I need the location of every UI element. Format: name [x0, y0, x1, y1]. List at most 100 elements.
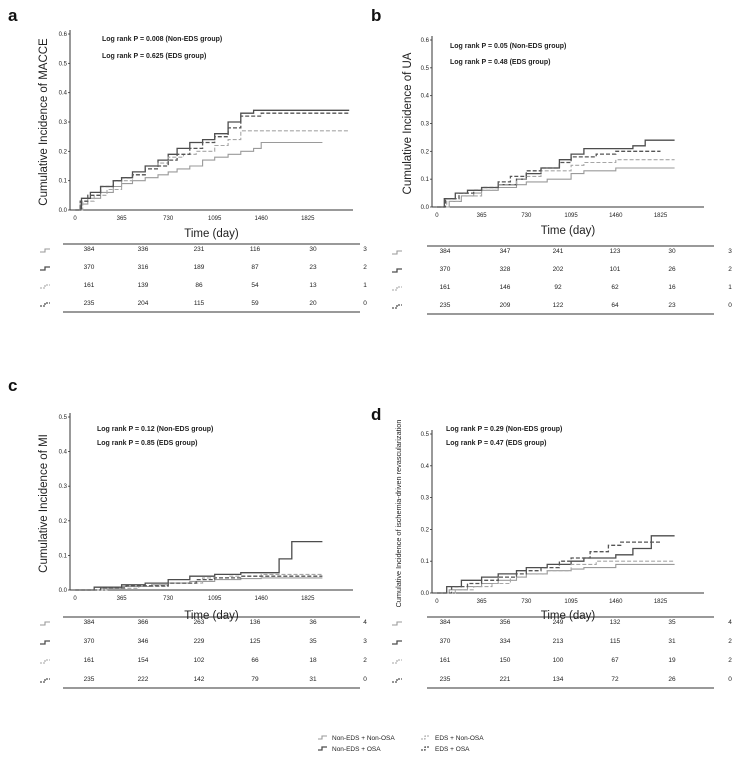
risk-table-cell: 30 — [309, 246, 317, 253]
risk-table-cell: 235 — [84, 676, 95, 683]
logrank-p-eds: Log rank P = 0.625 (EDS group) — [102, 53, 206, 60]
risk-table-cell: 2 — [728, 638, 732, 645]
risk-table-cell: 2 — [728, 657, 732, 664]
y-tick-label: 0.1 — [421, 559, 430, 565]
x-tick-label: 365 — [117, 596, 128, 602]
risk-table-cell: 366 — [138, 619, 149, 626]
risk-table-cell: 154 — [138, 657, 149, 664]
x-tick-label: 1460 — [255, 596, 269, 602]
logrank-p-eds: Log rank P = 0.85 (EDS group) — [97, 440, 197, 447]
risk-table-cell: 115 — [610, 638, 621, 645]
km-curve-solid-dark — [75, 540, 323, 591]
y-axis-label: Cumulative Incidence of MACCE — [38, 38, 50, 206]
y-tick-label: 0.3 — [421, 496, 430, 502]
risk-row-symbol — [392, 268, 402, 273]
risk-row-symbol — [392, 304, 402, 309]
y-tick-label: 0.6 — [421, 38, 430, 44]
risk-row-symbol — [392, 621, 402, 626]
risk-table-cell: 0 — [363, 676, 367, 683]
risk-table-cell: 384 — [84, 246, 95, 253]
panel-b — [392, 36, 714, 315]
risk-table-cell: 0 — [363, 300, 367, 307]
risk-table-cell: 356 — [500, 619, 511, 626]
panel-letter: a — [8, 6, 18, 25]
risk-table-cell: 161 — [440, 284, 451, 291]
risk-table-cell: 142 — [194, 676, 205, 683]
risk-table-cell: 18 — [309, 657, 317, 664]
risk-table-cell: 229 — [194, 638, 205, 645]
x-tick-label: 1825 — [301, 216, 315, 222]
y-tick-label: 0.5 — [421, 432, 430, 438]
risk-row-symbol — [392, 640, 402, 645]
y-tick-label: 0.3 — [59, 484, 68, 490]
risk-table-cell: 122 — [553, 302, 564, 309]
risk-table-cell: 20 — [309, 300, 317, 307]
logrank-p-eds: Log rank P = 0.48 (EDS group) — [450, 59, 550, 66]
risk-table-cell: 4 — [728, 619, 732, 626]
risk-table-cell: 125 — [250, 638, 261, 645]
risk-table-cell: 209 — [500, 302, 511, 309]
y-tick-label: 0.0 — [421, 591, 430, 597]
risk-table-cell: 328 — [500, 266, 511, 273]
logrank-p-non-eds: Log rank P = 0.12 (Non-EDS group) — [97, 426, 213, 433]
y-tick-label: 0.0 — [59, 588, 68, 594]
risk-table-cell: 36 — [309, 619, 317, 626]
risk-table-cell: 13 — [309, 282, 317, 289]
risk-table-cell: 23 — [668, 302, 676, 309]
x-tick-label: 0 — [73, 216, 77, 222]
risk-table-cell: 1 — [363, 282, 367, 289]
risk-table-cell: 19 — [668, 657, 676, 664]
y-axis-label: Cumulative Incidence of UA — [402, 52, 414, 194]
risk-table-cell: 62 — [611, 284, 619, 291]
risk-table-cell: 101 — [610, 266, 621, 273]
risk-table-cell: 31 — [668, 638, 676, 645]
km-curve-dashed-dark — [436, 150, 661, 208]
risk-table-cell: 79 — [251, 676, 259, 683]
x-tick-label: 1095 — [208, 596, 222, 602]
x-tick-label: 1095 — [564, 213, 578, 219]
risk-table-cell: 26 — [668, 676, 676, 683]
y-tick-label: 0.5 — [421, 66, 430, 72]
risk-table-cell: 31 — [309, 676, 317, 683]
x-tick-label: 1460 — [609, 213, 623, 219]
km-curve-solid-light — [436, 167, 675, 208]
x-tick-label: 0 — [73, 596, 77, 602]
x-tick-label: 730 — [163, 216, 174, 222]
risk-table-cell: 54 — [251, 282, 259, 289]
risk-table-cell: 161 — [84, 657, 95, 664]
risk-table-cell: 2 — [363, 264, 367, 271]
risk-table-cell: 26 — [668, 266, 676, 273]
y-tick-label: 0.5 — [59, 61, 68, 67]
panel-letter: d — [371, 405, 381, 424]
km-curve-dashed-light — [436, 560, 675, 594]
risk-row-symbol — [40, 659, 50, 664]
legend-label: Non-EDS + Non-OSA — [332, 735, 395, 742]
risk-table-cell: 1 — [728, 284, 732, 291]
x-tick-label: 1460 — [609, 599, 623, 605]
legend-symbol-solid-light — [318, 735, 327, 740]
logrank-p-non-eds: Log rank P = 0.008 (Non-EDS group) — [102, 36, 222, 43]
risk-table-cell: 72 — [611, 676, 619, 683]
risk-table-cell: 92 — [554, 284, 562, 291]
risk-row-symbol — [40, 284, 50, 289]
y-tick-label: 0.2 — [421, 527, 430, 533]
x-tick-label: 1460 — [255, 216, 269, 222]
risk-row-symbol — [40, 266, 50, 271]
km-curve-dashed-dark — [75, 575, 323, 591]
x-tick-label: 0 — [435, 213, 439, 219]
y-tick-label: 0.5 — [59, 415, 68, 421]
risk-row-symbol — [392, 678, 402, 683]
risk-table-cell: 334 — [500, 638, 511, 645]
risk-table-cell: 4 — [363, 619, 367, 626]
km-curve-dashed-dark — [436, 541, 661, 594]
risk-table-cell: 16 — [668, 284, 676, 291]
risk-table-cell: 3 — [363, 638, 367, 645]
risk-table-cell: 132 — [610, 619, 621, 626]
x-axis-label: Time (day) — [184, 228, 239, 240]
x-tick-label: 1095 — [208, 216, 222, 222]
risk-table-cell: 3 — [363, 246, 367, 253]
y-axis-label: Cumulative Incidence of ischemia-driven … — [394, 420, 403, 608]
risk-table-cell: 134 — [553, 676, 564, 683]
km-curve-solid-light — [75, 141, 323, 211]
